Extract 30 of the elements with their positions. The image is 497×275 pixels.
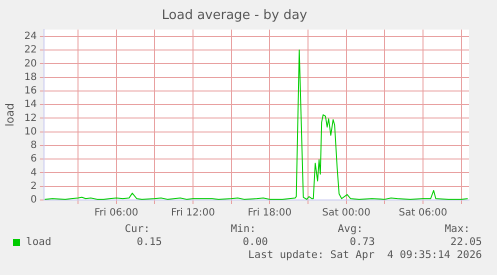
text: Min: bbox=[230, 223, 256, 235]
x-tick-label: Sat 06:00 bbox=[398, 208, 448, 219]
chart-title: Load average - by day bbox=[162, 8, 308, 24]
text: 0.15 bbox=[136, 236, 162, 248]
y-tick-label: 24 bbox=[24, 31, 37, 42]
y-tick-label: 22 bbox=[24, 44, 37, 56]
y-tick-label: 6 bbox=[30, 154, 37, 165]
text: 0.73 bbox=[350, 236, 375, 248]
x-tick-label: Sat 00:00 bbox=[322, 208, 371, 219]
legend-label: load bbox=[26, 236, 52, 248]
y-tick-label: 16 bbox=[24, 86, 37, 97]
x-tick-label: Fri 18:00 bbox=[248, 208, 292, 219]
y-tick-label: 20 bbox=[24, 58, 37, 70]
y-tick-label: 12 bbox=[24, 112, 37, 124]
text: Avg: bbox=[338, 223, 363, 235]
text: Cur: bbox=[124, 223, 150, 235]
y-tick-label: 14 bbox=[24, 99, 37, 110]
text: 22.05 bbox=[450, 236, 482, 248]
y-tick-label: 8 bbox=[30, 140, 37, 152]
text: Max: bbox=[444, 223, 470, 235]
y-tick-label: 18 bbox=[24, 72, 37, 83]
y-tick-label: 4 bbox=[30, 167, 37, 178]
x-tick-label: Fri 06:00 bbox=[94, 208, 138, 219]
y-tick-label: 10 bbox=[24, 126, 37, 138]
y-tick-label: 2 bbox=[30, 180, 37, 192]
y-axis-title: load bbox=[3, 103, 16, 127]
y-tick-label: 0 bbox=[30, 194, 37, 206]
text: Last update: Sat Apr 4 09:35:14 2026 bbox=[248, 249, 482, 261]
x-tick-label: Fri 12:00 bbox=[171, 208, 215, 219]
text: 0.00 bbox=[242, 236, 268, 248]
